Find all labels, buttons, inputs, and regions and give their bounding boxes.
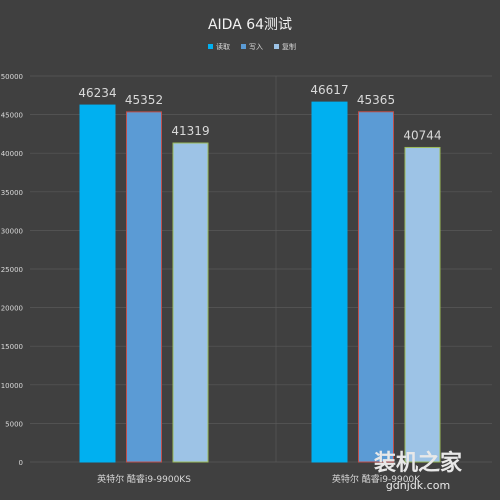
bar-2-2 <box>358 111 394 463</box>
bar-3-2 <box>404 146 441 463</box>
legend-label-2: 写入 <box>249 43 263 51</box>
legend-label-3: 复制 <box>282 42 296 51</box>
x-tick-label-1: 英特尔 酷睿i9-9900KS <box>97 473 191 485</box>
legend: 读取 写入 复制 <box>208 42 296 51</box>
legend-swatch-2 <box>241 44 246 49</box>
y-tick-label-5: 25000 <box>1 266 23 274</box>
y-tick-label-6: 30000 <box>1 227 23 235</box>
bar-1-1 <box>79 104 116 463</box>
bar-3-1 <box>172 142 209 463</box>
y-tick-label-3: 15000 <box>1 343 23 351</box>
legend-swatch-3 <box>274 44 279 49</box>
y-axis: 0 5000 10000 15000 20000 25000 30000 35000 40000… <box>1 73 23 467</box>
y-tick-label-10: 50000 <box>1 73 23 81</box>
watermark-url: gdnjdk.com <box>386 479 450 492</box>
y-tick-label-2: 10000 <box>1 382 23 390</box>
data-label-2-1: 45352 <box>125 93 163 107</box>
x-tick-label-2: 英特尔 酷睿i9-9900K <box>332 473 421 485</box>
bar-2-1 <box>126 111 162 463</box>
data-label-2-2: 45365 <box>357 93 395 107</box>
data-labels: 46234 45352 41319 46617 45365 40744 <box>78 83 441 142</box>
watermark: 装机之家 gdnjdk.com <box>374 450 463 492</box>
y-tick-label-8: 40000 <box>1 150 23 158</box>
y-tick-label-7: 35000 <box>1 189 23 197</box>
legend-swatch-1 <box>208 44 213 49</box>
y-tick-label-4: 20000 <box>1 305 23 313</box>
data-label-1-2: 46617 <box>310 83 348 97</box>
y-tick-label-1: 5000 <box>5 420 23 428</box>
x-axis: 英特尔 酷睿i9-9900KS 英特尔 酷睿i9-9900K <box>97 473 421 485</box>
data-label-3-1: 41319 <box>171 124 209 138</box>
bars <box>79 101 441 463</box>
data-label-1-1: 46234 <box>78 86 116 100</box>
y-tick-label-9: 45000 <box>1 112 23 120</box>
watermark-logo-text: 装机之家 <box>374 450 463 476</box>
chart-title: AIDA 64测试 <box>208 17 292 33</box>
data-label-3-2: 40744 <box>403 128 441 142</box>
legend-label-1: 读取 <box>216 42 230 51</box>
bar-1-2 <box>311 101 348 463</box>
y-tick-label-0: 0 <box>19 459 23 467</box>
